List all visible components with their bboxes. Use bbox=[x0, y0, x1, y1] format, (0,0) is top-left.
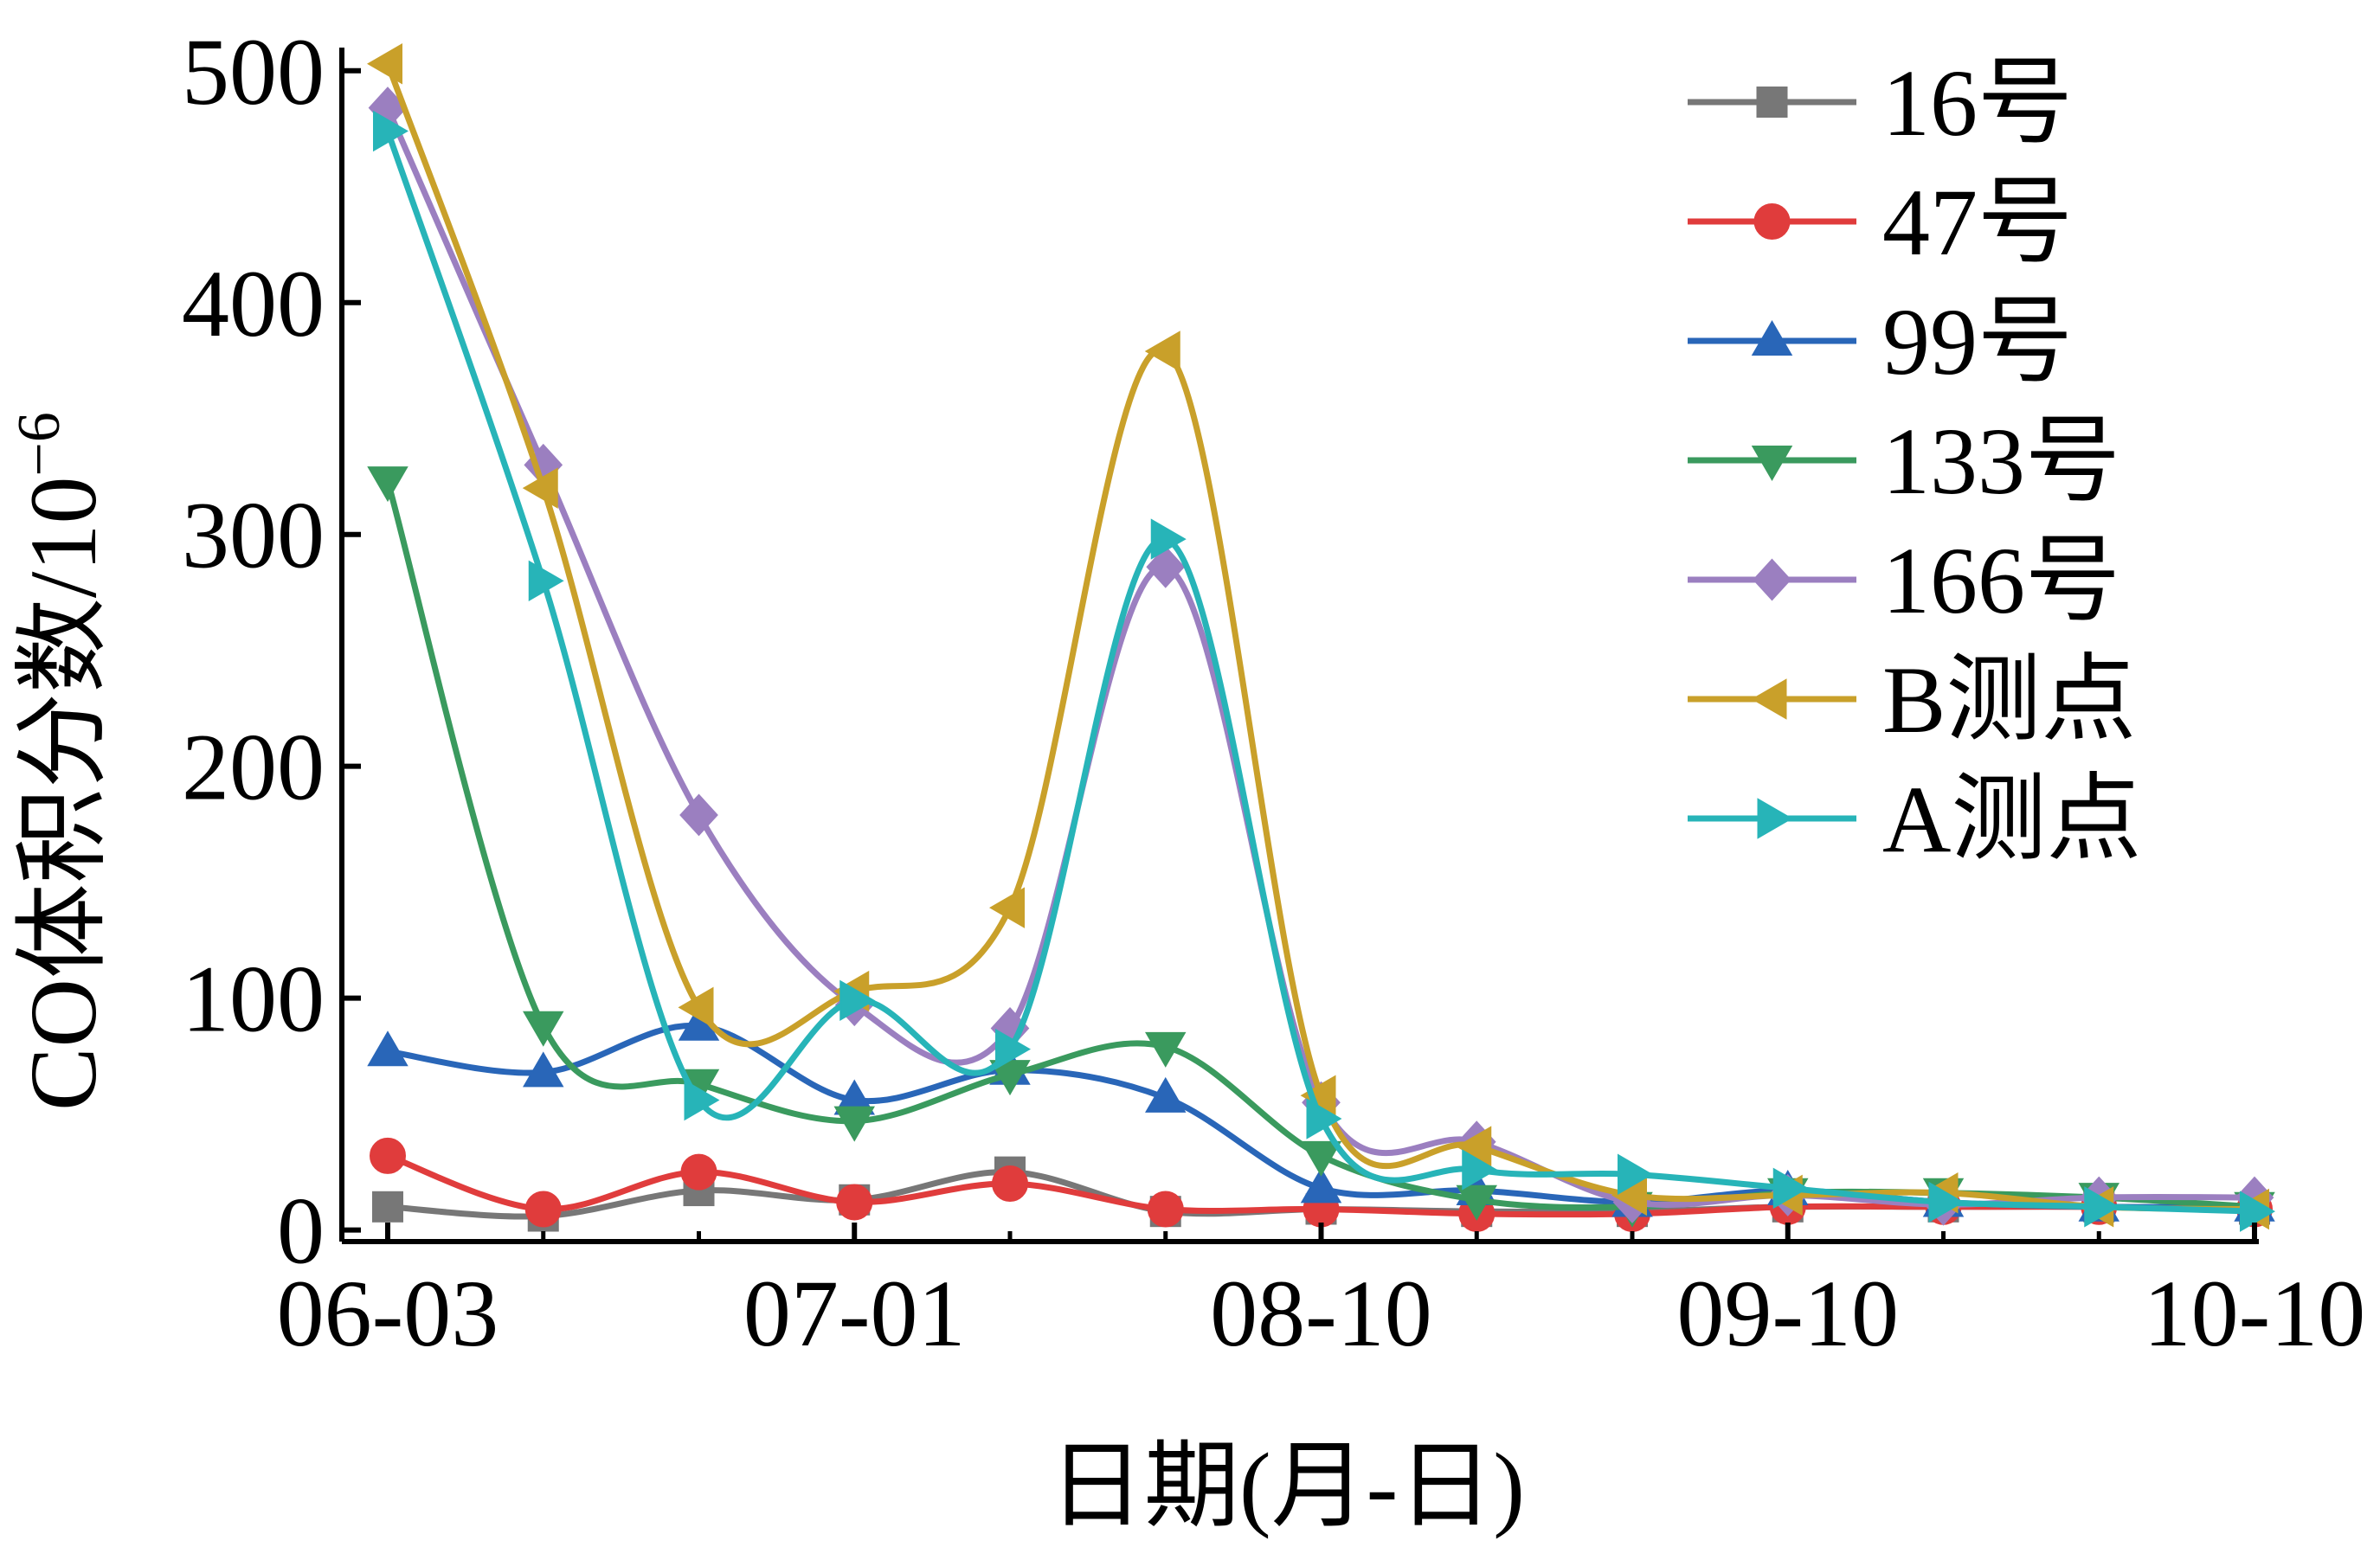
data-point bbox=[1146, 545, 1186, 588]
legend-item: 47号 bbox=[1688, 170, 2073, 275]
data-point bbox=[1456, 1184, 1497, 1221]
axes-layer bbox=[339, 48, 2259, 1244]
x-tick-label: 09-10 bbox=[1676, 1261, 1899, 1366]
y-tick-label: 200 bbox=[182, 715, 325, 820]
y-tick-label: 400 bbox=[182, 251, 325, 356]
x-tick-label: 07-01 bbox=[743, 1261, 966, 1366]
data-point bbox=[523, 1051, 564, 1088]
y-axis-title-main: CO体积分数/10 bbox=[10, 477, 116, 1111]
legend-label: 166号 bbox=[1882, 528, 2120, 633]
data-point bbox=[524, 1191, 562, 1228]
data-point bbox=[1456, 1126, 1492, 1167]
data-point bbox=[684, 1079, 720, 1121]
legend-label: 47号 bbox=[1882, 170, 2073, 275]
data-point bbox=[370, 1137, 406, 1174]
data-point bbox=[1300, 1167, 1342, 1204]
data-point bbox=[1145, 1031, 1187, 1068]
legend: 16号 47号 99号 133号 166号 B测点 A测点 bbox=[1688, 50, 2141, 872]
data-point bbox=[2240, 1191, 2275, 1232]
series-layer bbox=[367, 43, 2275, 1232]
data-point bbox=[839, 979, 876, 1022]
ticks-layer: 0 100 200 300 400 500 06-03 07-01 08-10 09-10 10-1… bbox=[182, 19, 2365, 1366]
data-point bbox=[679, 793, 718, 837]
data-point bbox=[989, 887, 1025, 928]
legend-marker bbox=[1751, 320, 1793, 356]
y-axis-title-exponent: −6 bbox=[6, 412, 73, 476]
legend-label: A测点 bbox=[1882, 767, 2141, 872]
data-point bbox=[1147, 1191, 1184, 1228]
data-point bbox=[373, 110, 408, 152]
y-tick-label: 0 bbox=[277, 1178, 325, 1284]
data-point bbox=[1145, 1076, 1187, 1113]
data-point bbox=[1772, 1167, 1809, 1210]
x-tick-label: 08-10 bbox=[1210, 1261, 1432, 1366]
data-point bbox=[523, 1011, 564, 1047]
legend-label: B测点 bbox=[1882, 647, 2136, 753]
legend-item: B测点 bbox=[1688, 647, 2136, 753]
x-axis-title: 日期(月-日) bbox=[1049, 1434, 1525, 1539]
legend-item: 166号 bbox=[1688, 528, 2120, 633]
legend-label: 16号 bbox=[1882, 50, 2073, 156]
data-point bbox=[367, 1030, 408, 1067]
legend-marker bbox=[1756, 87, 1788, 118]
legend-marker bbox=[1757, 798, 1793, 839]
data-point bbox=[833, 1106, 875, 1142]
data-point bbox=[995, 1028, 1031, 1070]
data-point bbox=[992, 1165, 1028, 1203]
legend-marker bbox=[1753, 203, 1791, 240]
x-tick-label: 06-03 bbox=[277, 1261, 499, 1366]
legend-item: 99号 bbox=[1688, 289, 2073, 395]
data-point bbox=[1144, 331, 1180, 372]
legend-label: 133号 bbox=[1882, 408, 2120, 514]
data-point bbox=[1928, 1181, 1965, 1223]
legend-item: 133号 bbox=[1688, 408, 2120, 514]
data-point bbox=[1300, 1140, 1342, 1177]
legend-marker bbox=[1753, 558, 1791, 601]
data-point bbox=[1618, 1153, 1653, 1196]
series-7 bbox=[373, 110, 2275, 1232]
x-tick-label: 10-10 bbox=[2144, 1261, 2366, 1366]
data-point bbox=[836, 1184, 873, 1221]
data-point bbox=[367, 466, 408, 503]
data-point bbox=[678, 986, 714, 1029]
data-point bbox=[1462, 1149, 1498, 1191]
data-point bbox=[680, 1153, 717, 1191]
data-point bbox=[367, 43, 402, 85]
legend-label: 99号 bbox=[1882, 289, 2073, 395]
series-line bbox=[384, 106, 2255, 1209]
data-point bbox=[522, 467, 558, 509]
data-point bbox=[372, 1191, 403, 1223]
data-point bbox=[2084, 1186, 2120, 1228]
legend-marker bbox=[1751, 678, 1787, 720]
legend-item: A测点 bbox=[1688, 767, 2141, 872]
y-tick-label: 300 bbox=[182, 483, 325, 588]
y-axis-title: CO体积分数/10−6 bbox=[6, 412, 116, 1111]
data-point bbox=[1300, 1075, 1336, 1116]
y-tick-label: 100 bbox=[182, 947, 325, 1052]
legend-marker bbox=[1751, 446, 1793, 481]
data-point bbox=[1150, 518, 1187, 560]
legend-item: 16号 bbox=[1688, 50, 2073, 156]
data-point bbox=[528, 560, 564, 602]
y-tick-label: 500 bbox=[182, 19, 325, 125]
data-point bbox=[1306, 1098, 1342, 1139]
